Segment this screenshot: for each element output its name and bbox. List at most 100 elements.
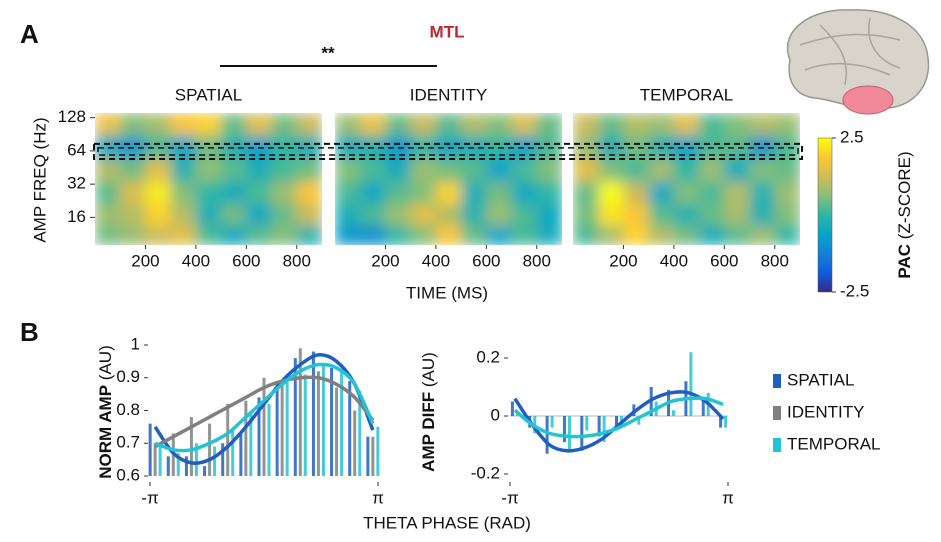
heatmap-cell [95, 203, 121, 226]
heatmap-cell [648, 224, 675, 245]
heatmap-cell [170, 203, 197, 226]
heatmap-cell [410, 224, 437, 245]
heatmap-cell [385, 181, 412, 204]
heatmap-cell [385, 113, 412, 136]
heatmap-cell [145, 181, 172, 204]
bar [366, 436, 370, 476]
colorbar-label: PAC (Z-SCORE) [895, 151, 914, 278]
heatmap-cell [221, 203, 247, 226]
heatmap-cell [749, 158, 776, 182]
heatmap-cell [648, 113, 675, 136]
heatmap-cell [536, 181, 562, 204]
bar [203, 466, 207, 476]
x-axis-label: THETA PHASE (RAD) [363, 513, 531, 532]
heatmap-cell [246, 158, 273, 182]
heatmap-cell [435, 181, 462, 204]
heatmap-cell [511, 203, 538, 226]
x-tick-label: 800 [761, 251, 789, 270]
heatmap-cell [296, 181, 322, 204]
colorbar-tick-label: -2.5 [840, 281, 869, 300]
heatmap-cell [461, 181, 487, 204]
heatmap-cell [410, 113, 437, 136]
bar [689, 352, 693, 416]
x-tick-label: 400 [182, 251, 210, 270]
heatmap-cell [673, 224, 700, 245]
y-axis-label-unit: (AU) [419, 352, 438, 387]
y-tick-label: 32 [67, 174, 86, 193]
heatmap-cell [95, 113, 121, 136]
y-axis-label-unit: (AU) [96, 345, 115, 380]
panel-label: B [20, 317, 39, 347]
heatmap-cell [195, 158, 222, 182]
bar [239, 433, 243, 476]
bar [244, 400, 248, 476]
bar [257, 397, 261, 476]
bar [510, 401, 514, 416]
heatmap-cell [195, 113, 222, 136]
heatmap-cell [573, 113, 599, 136]
panel-title: TEMPORAL [640, 85, 734, 104]
heatmap-cell [271, 224, 298, 245]
heatmap-cell [246, 181, 273, 204]
heatmap-cell [573, 158, 599, 182]
heatmap-cell [774, 224, 800, 245]
fit-line [513, 396, 724, 439]
bar [340, 371, 344, 476]
bar [371, 436, 375, 476]
panel-label: A [20, 19, 39, 49]
heatmap-cell [598, 158, 624, 182]
heatmap-cell [385, 158, 412, 182]
heatmap-cell [511, 113, 538, 136]
heatmap-cell [335, 158, 361, 182]
bar [267, 403, 271, 476]
y-axis-label: NORM AMP (AU) [96, 345, 115, 479]
heatmap-cell [195, 203, 222, 226]
legend-swatch [773, 438, 781, 452]
y-tick-label: 0.8 [116, 400, 140, 419]
heatmap-cell [724, 181, 751, 204]
bar [550, 416, 554, 428]
heatmap-cell [360, 113, 386, 136]
heatmap-cell [335, 181, 361, 204]
highlight-box [93, 142, 803, 161]
heatmap-cells [573, 113, 800, 245]
heatmap-cell [699, 224, 725, 245]
heatmap-cell [95, 134, 121, 159]
bar [330, 367, 334, 476]
bar [208, 423, 212, 476]
heatmap-cell [598, 181, 624, 204]
heatmap-cell [145, 224, 172, 245]
x-tick-label: π [372, 488, 384, 507]
heatmap-cell [648, 203, 675, 226]
heatmap-cell [536, 113, 562, 136]
heatmap-cell [699, 203, 725, 226]
legend-swatch [773, 374, 781, 388]
bar [719, 416, 723, 428]
heatmap-cell [221, 158, 247, 182]
heatmap-cell [221, 113, 247, 136]
heatmap-panel [573, 113, 800, 245]
bar [221, 443, 225, 476]
heatmap-cell [623, 224, 650, 245]
fit-line [153, 352, 375, 465]
colorbar [817, 137, 833, 293]
heatmap-cell [623, 134, 650, 159]
heatmap-cell [486, 158, 513, 182]
heatmap-cell [461, 203, 487, 226]
heatmap-cell [724, 134, 751, 159]
bar [585, 416, 589, 431]
heatmap-cell [648, 181, 675, 204]
panel-title: IDENTITY [410, 85, 487, 104]
chart-title: MTL [430, 22, 465, 41]
heatmap-cell [271, 158, 298, 182]
heatmap-cell [296, 203, 322, 226]
heatmap-cell [360, 158, 386, 182]
bar [602, 416, 606, 443]
bar [545, 416, 549, 454]
x-tick-label: -π [501, 488, 518, 507]
bar [376, 426, 380, 476]
heatmap-cell [145, 113, 172, 136]
fit-line [513, 390, 725, 453]
heatmap-cell [271, 113, 298, 136]
bar [637, 416, 641, 425]
